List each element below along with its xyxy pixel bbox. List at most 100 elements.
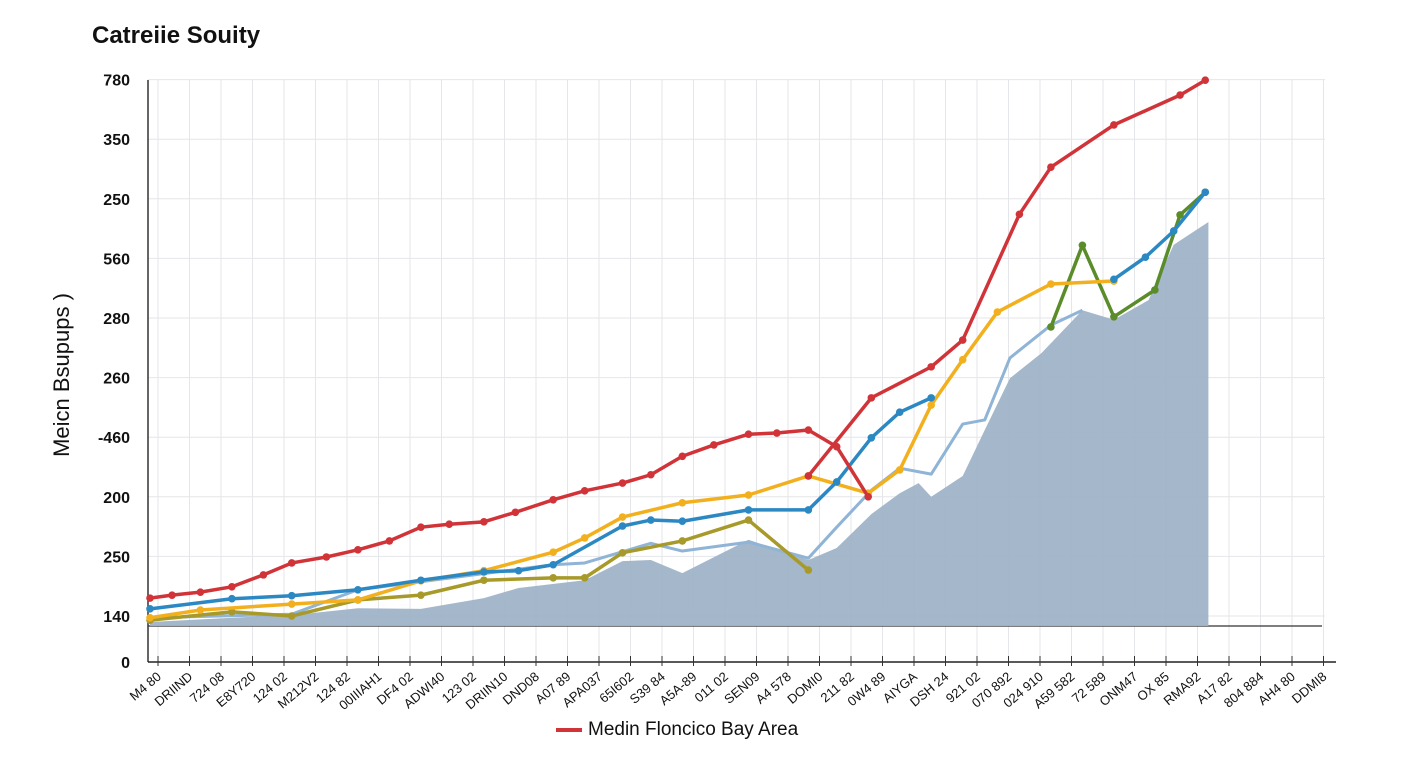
data-point-red — [864, 493, 872, 501]
x-tick-label: A4 578 — [753, 669, 794, 707]
data-point-red-late — [867, 394, 876, 402]
x-tick-label: DND08 — [500, 669, 542, 708]
data-point-yellow — [993, 308, 1002, 316]
y-tick-label: 200 — [103, 490, 130, 507]
data-point-red-late — [1015, 210, 1024, 219]
data-point-green — [1110, 313, 1118, 321]
x-tick-label: DOMI0 — [784, 669, 825, 707]
data-point-blue — [514, 566, 523, 575]
data-point-blue — [618, 522, 627, 530]
data-point-red — [744, 430, 753, 439]
data-point-red-late — [1047, 163, 1055, 172]
data-point-red — [445, 520, 454, 529]
data-point-blue-late — [1201, 188, 1210, 197]
data-point-olive — [417, 591, 425, 599]
data-point-red — [511, 508, 520, 517]
data-point-red — [322, 553, 331, 561]
y-tick-label: 0 — [121, 655, 130, 672]
data-point-yellow — [354, 596, 362, 604]
data-point-olive — [480, 576, 488, 585]
data-point-blue — [744, 506, 753, 514]
data-point-red-late — [927, 363, 935, 371]
data-point-red-late — [958, 336, 967, 344]
data-point-red — [168, 591, 176, 599]
data-point-blue-late — [1169, 227, 1178, 235]
data-point-yellow — [958, 355, 967, 364]
y-tick-label: 780 — [103, 73, 130, 90]
y-tick-label: 250 — [103, 192, 130, 209]
x-tick-label: SEN09 — [721, 669, 762, 707]
data-point-yellow — [1047, 280, 1055, 288]
series-line-red — [149, 428, 870, 600]
data-point-red — [228, 582, 236, 591]
data-point-red-late — [1201, 76, 1210, 84]
data-point-yellow — [146, 613, 154, 622]
data-point-red — [417, 523, 425, 531]
data-point-olive — [580, 574, 589, 582]
series-line-blue-late — [1112, 191, 1207, 281]
data-point-blue — [480, 568, 488, 576]
data-point-blue — [867, 433, 876, 442]
x-tick-label: DDMI8 — [1289, 669, 1330, 706]
data-point-blue — [832, 478, 841, 486]
data-point-green — [1151, 286, 1159, 294]
data-point-red — [549, 495, 557, 504]
data-point-red — [678, 452, 687, 461]
data-point-green — [1078, 241, 1087, 250]
data-point-blue — [287, 591, 296, 600]
data-point-yellow — [196, 606, 205, 614]
y-tick-label: 260 — [103, 371, 130, 388]
y-tick-label: 280 — [103, 311, 130, 328]
data-point-blue-late — [1141, 253, 1150, 262]
data-point-olive — [678, 537, 687, 545]
data-point-blue — [417, 576, 425, 585]
data-point-olive — [744, 516, 753, 524]
data-point-blue-late — [1110, 275, 1118, 284]
data-point-olive — [549, 574, 557, 582]
series-line-green — [1049, 190, 1207, 328]
data-point-red — [647, 470, 655, 479]
data-point-red — [259, 571, 268, 579]
data-point-red — [710, 441, 718, 449]
legend: Medin Floncico Bay Area — [556, 719, 798, 741]
data-point-red — [618, 479, 627, 487]
data-point-red — [354, 546, 362, 554]
series-line-olive — [149, 518, 810, 622]
data-point-blue — [678, 517, 687, 526]
data-point-red — [196, 588, 205, 596]
data-point-blue — [895, 408, 904, 416]
legend-label: Medin Floncico Bay Area — [588, 719, 799, 740]
data-point-red — [287, 559, 296, 567]
data-point-red — [385, 537, 394, 545]
data-point-yellow — [895, 466, 904, 474]
data-point-red — [773, 429, 781, 437]
chart-title: Catreiie Souity — [92, 22, 261, 49]
y-tick-label: 560 — [103, 251, 130, 268]
data-point-olive — [287, 612, 296, 620]
data-point-red-late — [1110, 121, 1118, 129]
data-point-olive — [618, 549, 627, 557]
data-point-blue — [804, 506, 813, 514]
data-point-red — [146, 594, 154, 602]
data-point-yellow — [678, 498, 687, 507]
data-point-red-late — [1176, 91, 1184, 99]
y-tick-label: 250 — [103, 549, 130, 566]
data-point-yellow — [580, 534, 589, 542]
data-point-yellow — [549, 548, 557, 557]
data-point-yellow — [927, 401, 935, 409]
y-tick-label: 350 — [103, 132, 130, 149]
data-point-blue — [228, 594, 236, 603]
data-point-olive — [228, 608, 236, 616]
data-point-red — [804, 426, 813, 434]
data-point-red — [480, 518, 488, 526]
data-point-yellow — [744, 491, 753, 499]
data-point-yellow — [618, 513, 627, 521]
data-point-blue — [549, 560, 557, 569]
data-point-blue — [354, 585, 362, 594]
data-point-blue — [146, 605, 154, 613]
data-point-green — [1176, 211, 1184, 219]
data-point-olive — [804, 566, 813, 574]
legend-swatch-red — [556, 728, 582, 732]
data-point-blue — [927, 394, 935, 402]
